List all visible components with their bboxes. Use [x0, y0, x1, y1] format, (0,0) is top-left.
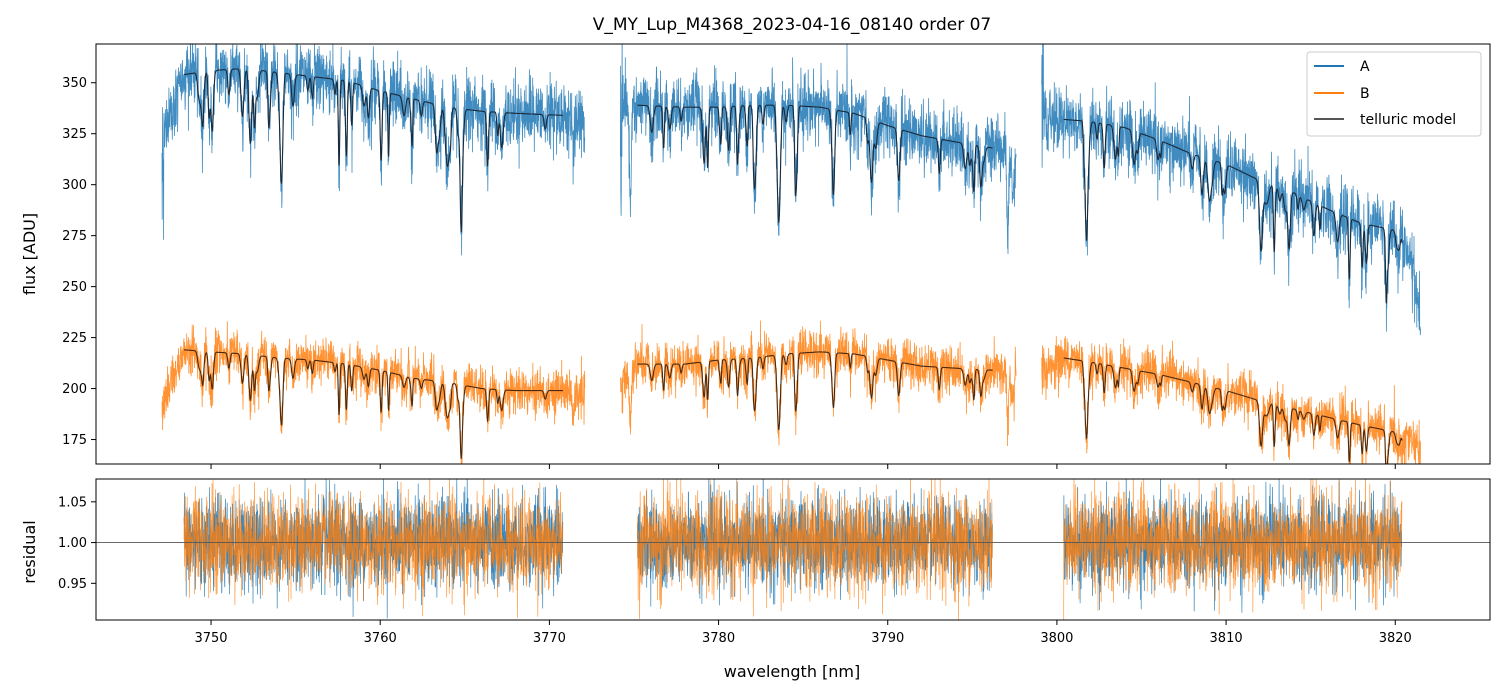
telluric-model-line-b [637, 351, 993, 431]
flux-y-tick-label: 200 [62, 382, 87, 397]
series-b-line [161, 321, 586, 464]
telluric-model-line-a [1063, 118, 1403, 304]
series-a-line [620, 44, 1017, 255]
flux-y-tick-label: 225 [62, 331, 87, 346]
telluric-model-line-b [183, 349, 563, 460]
residual-b-line [183, 479, 564, 618]
residual-y-label: residual [20, 520, 39, 583]
residual-x-axis: 3750 3760 3770 3780 3790 3800 3810 3820 [194, 620, 1412, 646]
chart-title: V_MY_Lup_M4368_2023-04-16_08140 order 07 [593, 15, 992, 35]
flux-y-tick-label: 350 [62, 76, 87, 91]
legend-label-b: B [1360, 86, 1370, 102]
legend-frame [1306, 51, 1482, 137]
x-axis-label: wavelength [nm] [724, 662, 861, 681]
x-tick-label: 3760 [364, 631, 397, 646]
telluric-model-line-a [637, 104, 993, 223]
flux-y-tick-label: 175 [62, 433, 87, 448]
series-a-line [161, 44, 586, 256]
x-tick-label: 3810 [1210, 631, 1243, 646]
residual-b-line [1063, 479, 1403, 620]
flux-y-tick-label: 250 [62, 280, 87, 295]
flux-y-tick-label: 325 [62, 127, 87, 142]
telluric-model-line-a [183, 68, 564, 233]
residual-data [96, 479, 1490, 620]
flux-y-axis: 175 200 225 250 275 300 325 350 [62, 76, 96, 448]
residual-b-line [637, 479, 993, 620]
residual-y-tick-label: 0.95 [58, 577, 87, 592]
x-tick-label: 3820 [1379, 631, 1412, 646]
flux-y-label: flux [ADU] [20, 213, 39, 295]
x-tick-label: 3770 [533, 631, 566, 646]
flux-x-ticks [210, 464, 1396, 469]
telluric-model-line-b [1063, 357, 1403, 464]
x-tick-label: 3780 [702, 631, 735, 646]
residual-panel-frame [95, 478, 1491, 621]
x-tick-label: 3800 [1040, 631, 1073, 646]
flux-panel: 175 200 225 250 275 300 325 350 flux [ADU] A B … [20, 43, 1491, 469]
x-tick-label: 3750 [194, 631, 227, 646]
flux-data [161, 44, 1421, 464]
flux-y-tick-label: 300 [62, 178, 87, 193]
residual-panel: 0.95 1.00 1.05 3750 3760 3770 3780 3790 3800 381… [20, 478, 1491, 646]
flux-y-tick-label: 275 [62, 229, 87, 244]
residual-y-tick-label: 1.00 [58, 536, 87, 551]
residual-y-tick-label: 1.05 [58, 495, 87, 510]
x-tick-label: 3790 [871, 631, 904, 646]
flux-panel-frame [95, 43, 1491, 465]
series-b-line [1041, 336, 1421, 464]
legend-label-model: telluric model [1360, 112, 1456, 128]
legend: A B telluric model [1306, 51, 1482, 137]
residual-y-axis: 0.95 1.00 1.05 [58, 495, 96, 592]
legend-label-a: A [1360, 59, 1370, 75]
